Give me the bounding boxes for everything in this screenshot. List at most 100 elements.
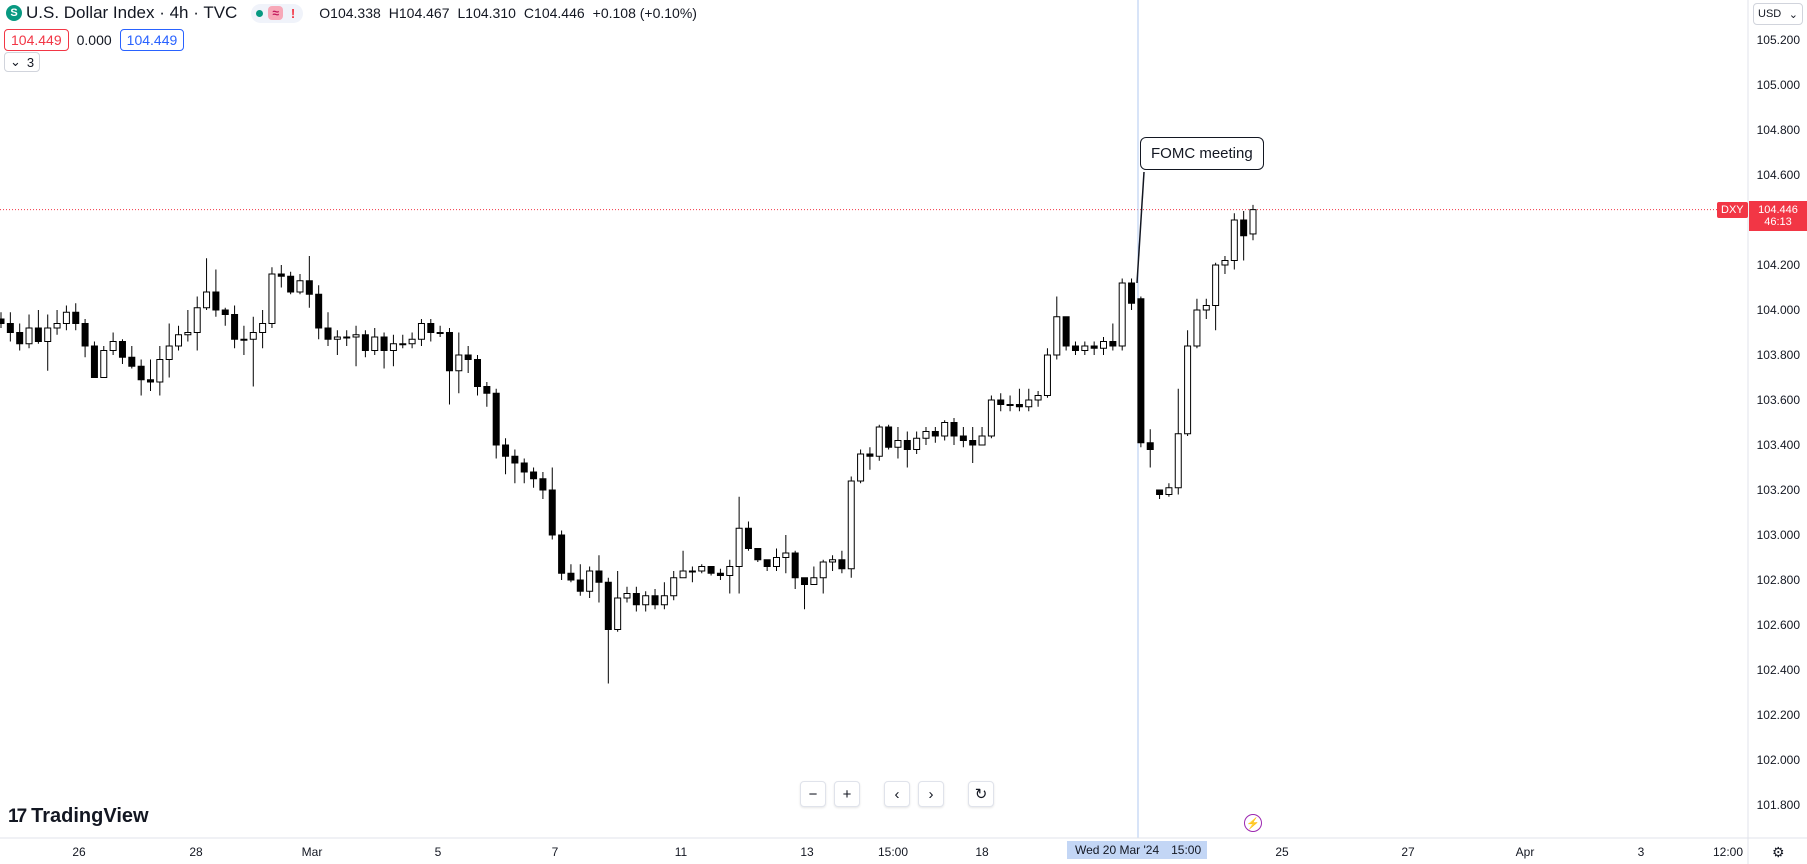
- candle: [614, 571, 622, 632]
- candle: [156, 346, 164, 396]
- candle: [100, 346, 108, 378]
- candle: [1240, 211, 1248, 261]
- candle: [1165, 483, 1173, 497]
- price-tick-label: 105.000: [1757, 78, 1801, 92]
- candle: [1128, 278, 1136, 310]
- time-tick-label: 28: [189, 845, 203, 859]
- wave-icon: ≈: [268, 6, 283, 20]
- candle: [1202, 298, 1210, 319]
- price-tick-label: 105.200: [1757, 33, 1801, 47]
- candle: [408, 332, 416, 349]
- candle: [1025, 388, 1033, 412]
- price-tick-label: 104.800: [1757, 123, 1801, 137]
- sell-button[interactable]: 104.449: [4, 29, 69, 51]
- candle: [670, 571, 678, 601]
- candle: [1221, 256, 1229, 274]
- candle: [866, 447, 874, 470]
- candle: [203, 258, 211, 310]
- candle: [1062, 316, 1070, 351]
- currency-value: USD: [1758, 8, 1782, 20]
- candle: [623, 586, 631, 603]
- candle: [660, 582, 668, 610]
- candle: [1109, 323, 1117, 351]
- fomc-annotation[interactable]: FOMC meeting: [1140, 137, 1264, 170]
- candle: [1006, 395, 1014, 412]
- price-tick-label: 102.600: [1757, 618, 1801, 632]
- gear-icon[interactable]: ⚙: [1772, 844, 1785, 860]
- candle: [81, 319, 89, 358]
- indicators-count: 3: [26, 54, 35, 70]
- buy-button[interactable]: 104.449: [119, 29, 185, 51]
- candle: [165, 323, 173, 378]
- candle: [1100, 337, 1108, 355]
- zoom-in-button[interactable]: +: [834, 781, 860, 807]
- candle: [604, 577, 612, 684]
- candle: [1212, 262, 1220, 331]
- symbol-price-tag: DXY: [1717, 202, 1748, 218]
- scroll-left-button[interactable]: ‹: [884, 781, 910, 807]
- candle: [146, 359, 154, 391]
- candle: [726, 559, 734, 594]
- price-tick-label: 104.200: [1757, 258, 1801, 272]
- candle: [847, 476, 855, 578]
- zoom-out-button[interactable]: −: [800, 781, 826, 807]
- tradingview-wordmark: TradingView: [31, 805, 149, 827]
- price-tick-label: 103.600: [1757, 393, 1801, 407]
- currency-select[interactable]: USD ⌄: [1753, 3, 1803, 25]
- candle: [53, 310, 61, 335]
- candle: [819, 559, 827, 594]
- time-tick-label: 12:00: [1713, 845, 1743, 859]
- candle: [25, 314, 33, 349]
- price-tick-label: 102.800: [1757, 573, 1801, 587]
- tradingview-logo[interactable]: 17 TradingView: [8, 805, 149, 828]
- spread-value: 0.000: [76, 32, 112, 48]
- candle: [0, 312, 5, 328]
- price-tick-label: 101.800: [1757, 798, 1801, 812]
- candle: [128, 346, 136, 369]
- tradingview-mark-icon: 17: [8, 805, 27, 827]
- candle: [969, 427, 977, 463]
- candle: [997, 393, 1005, 412]
- candle: [455, 332, 463, 394]
- exclamation-icon: !: [290, 5, 296, 21]
- candle: [90, 341, 98, 378]
- candle: [380, 332, 388, 369]
- candle: [539, 472, 547, 499]
- candle: [389, 334, 397, 367]
- indicators-toggle-button[interactable]: ⌄ 3: [4, 52, 41, 72]
- candle: [240, 325, 248, 355]
- candle: [6, 312, 14, 342]
- candle: [885, 424, 893, 450]
- reset-chart-button[interactable]: ↻: [968, 781, 994, 807]
- candle: [1184, 330, 1192, 436]
- symbol-logo-icon: S: [6, 5, 22, 21]
- price-tick-label: 103.200: [1757, 483, 1801, 497]
- time-tick-label: 27: [1401, 845, 1415, 859]
- candle: [1156, 489, 1164, 499]
- candle: [1071, 341, 1079, 355]
- price-tick-label: 104.000: [1757, 303, 1801, 317]
- candle: [698, 564, 706, 574]
- chevron-down-icon: ⌄: [1788, 8, 1798, 21]
- time-tick-label: Mar: [302, 845, 323, 859]
- candle: [632, 586, 640, 612]
- candle: [352, 325, 360, 367]
- candle: [212, 269, 220, 317]
- candle: [567, 564, 575, 583]
- candle: [1053, 296, 1061, 360]
- scroll-right-button[interactable]: ›: [918, 781, 944, 807]
- candle: [361, 330, 369, 358]
- candle: [1193, 298, 1201, 349]
- candle: [62, 305, 70, 331]
- candle: [772, 548, 780, 571]
- candle: [987, 395, 995, 439]
- lightning-icon[interactable]: ⚡: [1244, 814, 1262, 832]
- candle: [744, 521, 752, 551]
- symbol-title[interactable]: U.S. Dollar Index · 4h · TVC: [26, 3, 238, 22]
- candle: [324, 312, 332, 346]
- status-indicators[interactable]: ≈ !: [251, 3, 304, 23]
- candle: [474, 355, 482, 396]
- candle: [464, 346, 472, 373]
- candle: [287, 271, 295, 295]
